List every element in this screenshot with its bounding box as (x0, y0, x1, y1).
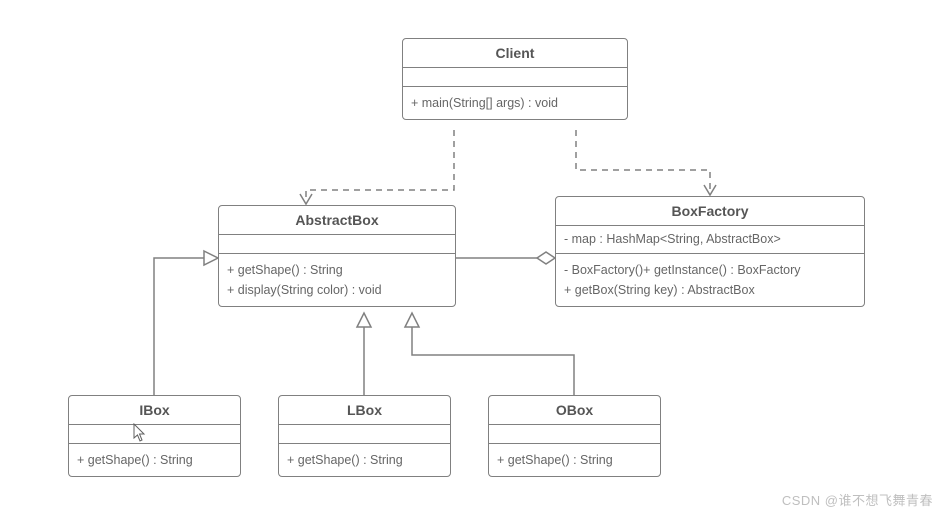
class-attrs (279, 425, 450, 444)
class-title: OBox (489, 396, 660, 425)
class-boxfactory: BoxFactory - map : HashMap<String, Abstr… (555, 196, 865, 307)
class-attrs (489, 425, 660, 444)
class-attrs (403, 68, 627, 87)
class-abstractbox: AbstractBox + getShape() : String + disp… (218, 205, 456, 307)
edge-client-boxfactory (576, 130, 710, 191)
watermark-text: CSDN @谁不想飞舞青春 (782, 490, 933, 509)
class-attrs: - map : HashMap<String, AbstractBox> (556, 226, 864, 254)
class-lbox: LBox + getShape() : String (278, 395, 451, 477)
edge-obox-abstractbox (412, 327, 574, 395)
class-title: Client (403, 39, 627, 68)
class-title: BoxFactory (556, 197, 864, 226)
class-obox: OBox + getShape() : String (488, 395, 661, 477)
class-attrs (69, 425, 240, 444)
edge-ibox-abstractbox (154, 258, 204, 395)
class-title: LBox (279, 396, 450, 425)
class-attrs (219, 235, 455, 254)
class-ops: + getShape() : String + display(String c… (219, 254, 455, 306)
class-title: AbstractBox (219, 206, 455, 235)
class-ops: + getShape() : String (489, 444, 660, 476)
class-ops: - BoxFactory()+ getInstance() : BoxFacto… (556, 254, 864, 306)
class-ibox: IBox + getShape() : String (68, 395, 241, 477)
class-client: Client + main(String[] args) : void (402, 38, 628, 120)
class-ops: + main(String[] args) : void (403, 87, 627, 119)
class-ops: + getShape() : String (69, 444, 240, 476)
class-ops: + getShape() : String (279, 444, 450, 476)
edge-client-abstractbox (306, 130, 454, 200)
class-title: IBox (69, 396, 240, 425)
